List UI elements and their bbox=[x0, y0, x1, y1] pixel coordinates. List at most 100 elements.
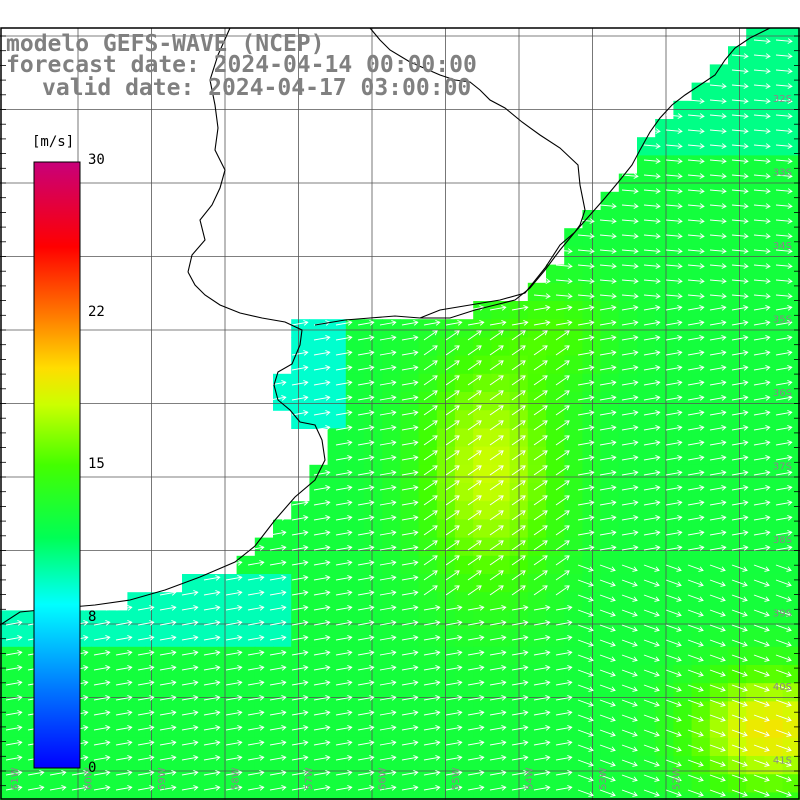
wind-speed-cell bbox=[746, 774, 765, 793]
wind-arrow bbox=[489, 635, 507, 641]
wind-arrow bbox=[357, 725, 375, 731]
wind-speed-cell bbox=[764, 355, 784, 375]
wind-speed-cell bbox=[691, 155, 711, 175]
wind-arrow bbox=[577, 425, 595, 431]
wind-arrow bbox=[665, 158, 683, 164]
wind-arrow bbox=[225, 725, 243, 731]
wind-speed-cell bbox=[455, 610, 474, 630]
wind-arrow bbox=[379, 530, 397, 536]
wind-arrow bbox=[753, 128, 771, 134]
wind-speed-cell bbox=[637, 264, 656, 284]
wind-speed-cell bbox=[764, 210, 784, 229]
wind-arrow bbox=[445, 450, 460, 461]
wind-arrow bbox=[115, 650, 133, 656]
wind-arrow bbox=[665, 380, 683, 386]
wind-speed-cell bbox=[691, 701, 711, 721]
wind-speed-cell bbox=[436, 592, 456, 611]
wind-speed-cell bbox=[691, 592, 711, 611]
wind-arrow bbox=[599, 654, 616, 662]
wind-arrow bbox=[753, 759, 770, 767]
wind-speed-cell bbox=[618, 537, 638, 557]
wind-speed-cell bbox=[473, 774, 492, 793]
wind-arrow bbox=[599, 684, 616, 692]
wind-arrow bbox=[621, 684, 638, 692]
wind-arrow bbox=[731, 579, 748, 587]
wind-speed-cell bbox=[746, 64, 765, 84]
wind-arrow bbox=[621, 395, 639, 401]
wind-speed-cell bbox=[127, 737, 147, 757]
latitude-label: 35S bbox=[773, 315, 792, 326]
wind-arrow bbox=[445, 635, 463, 641]
wind-speed-cell bbox=[728, 119, 747, 138]
wind-arrow bbox=[203, 710, 221, 716]
wind-arrow bbox=[291, 530, 309, 536]
wind-arrow bbox=[555, 710, 573, 716]
wind-speed-cell bbox=[673, 355, 693, 375]
wind-arrow bbox=[599, 789, 616, 797]
wind-arrow bbox=[555, 263, 573, 269]
wind-speed-cell bbox=[637, 191, 656, 211]
wind-arrow bbox=[665, 624, 682, 632]
wind-arrow bbox=[291, 590, 309, 596]
wind-arrow bbox=[445, 540, 460, 551]
wind-speed-cell bbox=[637, 756, 656, 775]
wind-speed-cell bbox=[527, 282, 547, 302]
wind-arrow bbox=[445, 480, 460, 491]
wind-speed-cell bbox=[473, 592, 492, 611]
wind-arrow bbox=[423, 605, 441, 611]
wind-speed-cell bbox=[382, 355, 401, 375]
wind-arrow bbox=[181, 680, 199, 686]
wind-speed-cell bbox=[345, 610, 365, 630]
wind-speed-cell bbox=[709, 446, 729, 466]
wind-arrow bbox=[687, 335, 705, 341]
wind-speed-cell bbox=[546, 355, 565, 375]
wind-arrow bbox=[357, 785, 375, 791]
wind-arrow bbox=[159, 725, 177, 731]
wind-speed-cell bbox=[327, 428, 347, 448]
wind-arrow bbox=[555, 480, 570, 491]
wind-speed-cell bbox=[564, 228, 583, 247]
wind-arrow bbox=[445, 525, 460, 536]
wind-arrow bbox=[181, 740, 199, 746]
wind-speed-cell bbox=[637, 392, 656, 411]
wind-speed-cell bbox=[491, 483, 511, 502]
wind-speed-cell bbox=[618, 228, 638, 247]
wind-arrow bbox=[335, 710, 353, 716]
wind-arrow bbox=[643, 248, 661, 254]
wind-arrow bbox=[379, 380, 397, 386]
wind-arrow bbox=[709, 203, 727, 209]
wind-arrow bbox=[599, 248, 617, 254]
wind-speed-cell bbox=[655, 555, 674, 575]
wind-speed-cell bbox=[764, 665, 784, 684]
wind-speed-cell bbox=[327, 756, 347, 775]
wind-speed-cell bbox=[600, 756, 620, 775]
wind-arrow bbox=[731, 188, 749, 194]
wind-speed-cell bbox=[436, 665, 456, 684]
wind-arrow bbox=[731, 684, 748, 692]
wind-speed-cell bbox=[728, 210, 747, 229]
wind-speed-cell bbox=[364, 519, 383, 539]
wind-speed-cell bbox=[746, 446, 765, 466]
wind-arrow bbox=[159, 695, 177, 701]
wind-speed-cell bbox=[618, 592, 638, 611]
wind-speed-cell bbox=[400, 337, 420, 357]
wind-speed-cell bbox=[582, 264, 602, 284]
wind-arrow bbox=[357, 560, 375, 566]
wind-speed-cell bbox=[18, 792, 37, 800]
wind-speed-cell bbox=[655, 282, 674, 302]
wind-arrow bbox=[489, 755, 507, 761]
wind-arrow bbox=[269, 695, 287, 701]
wind-speed-cell bbox=[691, 646, 711, 666]
wind-arrow bbox=[731, 515, 749, 521]
wind-arrow bbox=[357, 740, 375, 746]
wind-arrow bbox=[533, 555, 548, 566]
wind-arrow bbox=[621, 278, 639, 284]
wind-arrow bbox=[379, 785, 397, 791]
wind-speed-cell bbox=[18, 737, 37, 757]
wind-arrow bbox=[511, 480, 526, 491]
wind-arrow bbox=[665, 579, 682, 587]
wind-speed-cell bbox=[364, 355, 383, 375]
wind-arrow bbox=[621, 203, 639, 209]
wind-arrow bbox=[709, 500, 727, 506]
wind-arrow bbox=[247, 635, 265, 641]
